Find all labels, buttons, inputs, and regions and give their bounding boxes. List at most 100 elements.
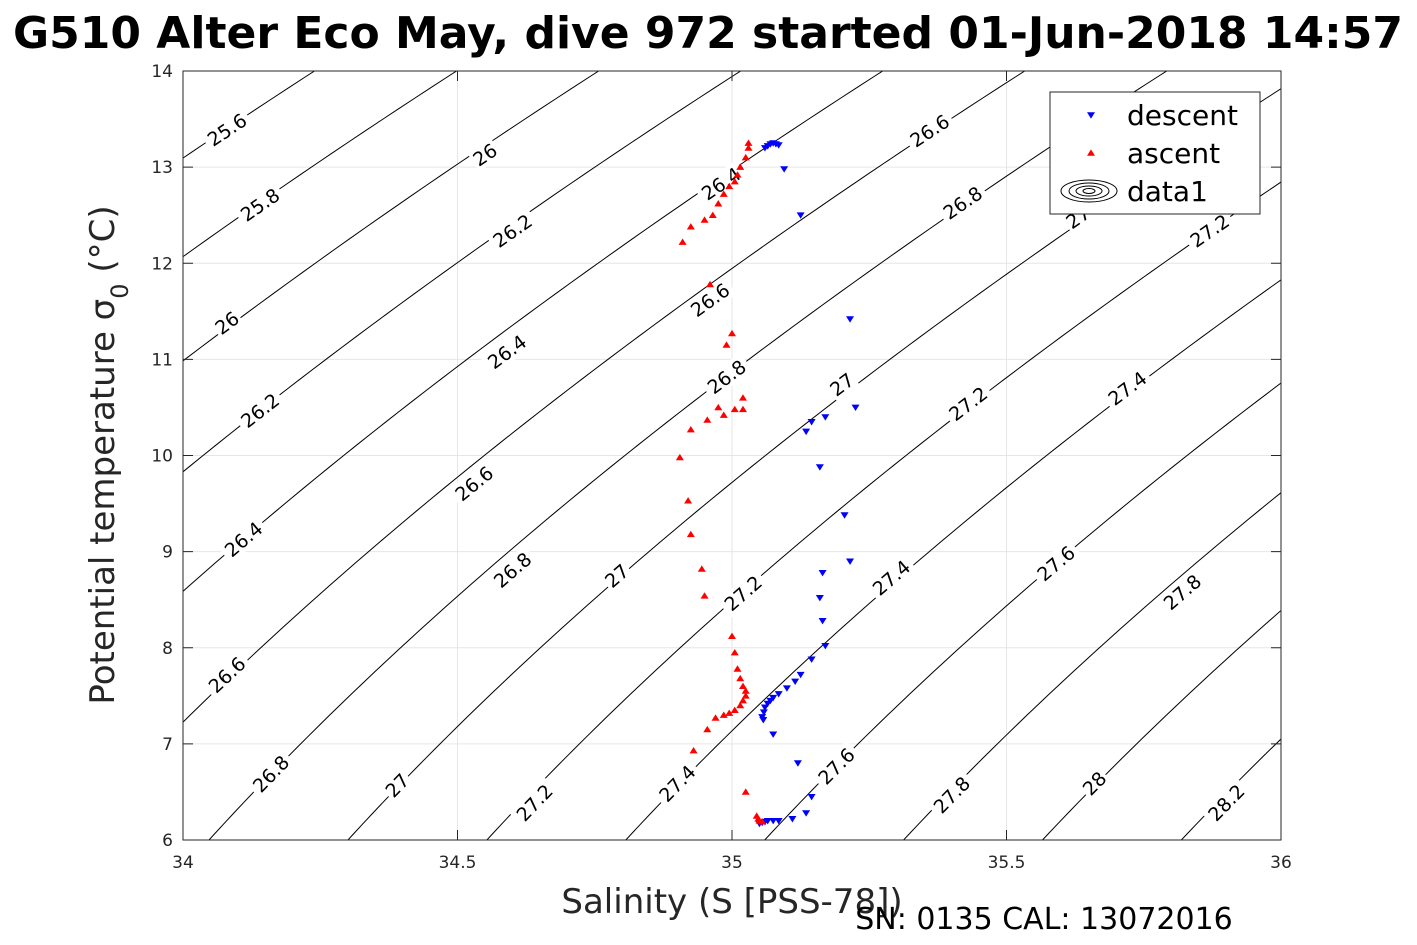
descent-point bbox=[791, 678, 800, 685]
contour-label-background bbox=[823, 367, 860, 402]
contour-label-background bbox=[1029, 538, 1083, 588]
chart-title: G510 Alter Eco May, dive 972 started 01-… bbox=[13, 8, 1403, 59]
descent-point bbox=[796, 671, 805, 679]
contour-line bbox=[183, 71, 600, 362]
ascent-point bbox=[678, 238, 687, 245]
contour-label-background bbox=[233, 181, 287, 228]
ascent-point bbox=[738, 697, 747, 704]
y-tick-label: 12 bbox=[151, 254, 173, 274]
descent-point bbox=[815, 464, 824, 471]
legend-box bbox=[1049, 91, 1261, 215]
ascent-point bbox=[733, 665, 742, 672]
ascent-point bbox=[708, 211, 717, 218]
ascent-point bbox=[700, 592, 709, 599]
ascent-point bbox=[730, 706, 739, 714]
ascent-point bbox=[675, 453, 684, 461]
y-tick-label: 10 bbox=[151, 447, 173, 467]
contour-label-background bbox=[217, 514, 270, 564]
y-tick-label: 13 bbox=[151, 158, 173, 178]
ascent-point bbox=[728, 632, 736, 640]
ascent-point bbox=[741, 788, 750, 795]
ascent-series bbox=[675, 139, 767, 825]
contour-line bbox=[183, 71, 458, 258]
descent-point bbox=[796, 212, 805, 219]
ascent-point bbox=[744, 139, 753, 146]
contour-label-background bbox=[1156, 567, 1209, 617]
contour-label-background bbox=[598, 558, 635, 594]
y-axis-label-subscript: 0 bbox=[106, 283, 134, 298]
contour-line bbox=[486, 181, 1281, 840]
contour-line bbox=[208, 71, 1168, 840]
descent-point bbox=[821, 414, 830, 421]
ascent-point bbox=[697, 565, 706, 572]
contour-label-background bbox=[1100, 364, 1154, 413]
x-tick-label: 34.5 bbox=[439, 853, 477, 873]
descent-point bbox=[780, 166, 789, 173]
ascent-point bbox=[719, 711, 728, 718]
ascent-point bbox=[725, 182, 734, 190]
legend-ascent-marker bbox=[1087, 149, 1095, 156]
legend-contour-ring bbox=[1075, 185, 1103, 197]
contour-label-background bbox=[651, 757, 703, 809]
contour-label-background bbox=[245, 748, 297, 800]
contour-label-background bbox=[509, 776, 560, 829]
contour-label-background bbox=[694, 160, 748, 207]
contour-line bbox=[764, 382, 1281, 840]
contour-label-background bbox=[935, 179, 990, 226]
descent-point bbox=[846, 558, 855, 565]
ascent-point bbox=[733, 171, 742, 178]
descent-point bbox=[807, 656, 816, 663]
contour-label-background bbox=[810, 740, 862, 792]
contour-label-background bbox=[486, 545, 539, 595]
descent-point bbox=[774, 817, 783, 825]
legend-label-descent: descent bbox=[1127, 99, 1238, 132]
footer-serial-calibration: SN: 0135 CAL: 13072016 bbox=[855, 902, 1233, 937]
legend-label-ascent: ascent bbox=[1127, 137, 1220, 170]
ascent-point bbox=[714, 200, 723, 207]
ascent-point bbox=[700, 216, 709, 223]
ascent-point bbox=[706, 280, 715, 288]
descent-point bbox=[802, 810, 811, 817]
descent-point bbox=[846, 316, 855, 323]
descent-point bbox=[760, 704, 769, 711]
descent-point bbox=[840, 512, 849, 519]
y-axis-label-main: Potential temperature σ bbox=[83, 299, 123, 705]
y-tick-label: 7 bbox=[162, 735, 173, 755]
y-tick-label: 6 bbox=[162, 831, 173, 851]
descent-point bbox=[802, 428, 811, 436]
contour-label-background bbox=[1182, 207, 1237, 254]
contour-label-background bbox=[865, 552, 918, 603]
contour-label-background bbox=[926, 769, 977, 821]
contour-line bbox=[1041, 609, 1281, 840]
ascent-point bbox=[689, 747, 698, 754]
y-tick-label: 11 bbox=[151, 350, 173, 370]
ascent-point bbox=[736, 701, 745, 709]
descent-point bbox=[788, 816, 797, 823]
contour-label-background bbox=[485, 207, 540, 254]
y-tick-label: 8 bbox=[162, 639, 173, 659]
contour-label-background bbox=[683, 276, 737, 324]
x-tick-label: 35 bbox=[721, 853, 743, 873]
descent-point bbox=[774, 142, 783, 149]
legend-label-data1: data1 bbox=[1127, 175, 1208, 208]
ascent-point bbox=[730, 405, 739, 413]
contour-label-background bbox=[201, 649, 253, 700]
ascent-point bbox=[730, 177, 739, 185]
descent-point bbox=[759, 709, 768, 716]
ascent-point bbox=[722, 341, 731, 348]
y-axis-label: Potential temperature σ0 (°C) bbox=[83, 205, 134, 704]
descent-point bbox=[769, 817, 778, 825]
ascent-point bbox=[738, 394, 747, 401]
descent-point bbox=[851, 404, 860, 412]
y-tick-label: 9 bbox=[162, 543, 173, 563]
legend-descent-marker bbox=[1087, 112, 1095, 119]
contour-line bbox=[625, 279, 1281, 840]
descent-point bbox=[818, 618, 827, 625]
y-tick-label: 14 bbox=[151, 62, 173, 82]
descent-point bbox=[763, 700, 772, 708]
ascent-point bbox=[744, 144, 753, 151]
ascent-point bbox=[741, 692, 750, 699]
x-axis-label: Salinity (S [PSS-78]) bbox=[561, 882, 902, 922]
ascent-point bbox=[736, 674, 745, 682]
ascent-point bbox=[730, 648, 739, 656]
